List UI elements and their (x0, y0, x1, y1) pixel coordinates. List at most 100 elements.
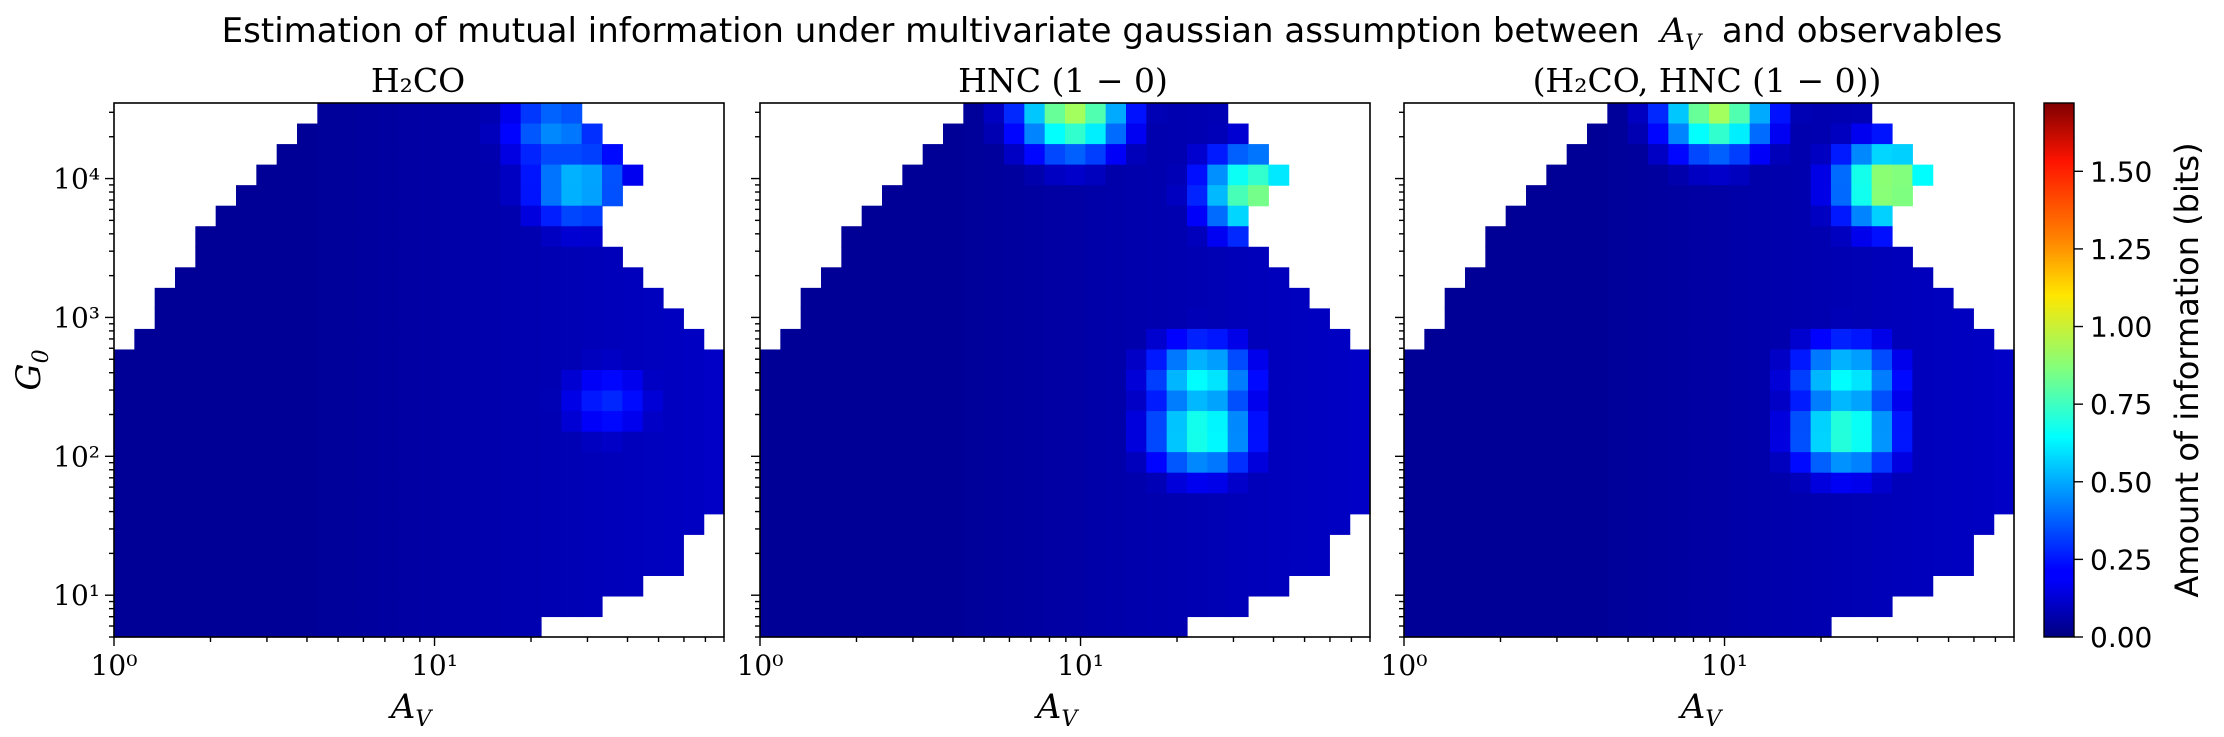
heatmap-cell (195, 267, 217, 289)
heatmap-cell (1004, 328, 1025, 351)
heatmap-cell (500, 144, 522, 166)
heatmap-cell (1146, 390, 1168, 412)
heatmap-cell (480, 370, 501, 392)
heatmap-cell (1485, 328, 1507, 351)
heatmap-cell (1566, 411, 1588, 433)
heatmap-cell (337, 554, 359, 576)
heatmap-cell (297, 328, 318, 351)
heatmap-cell (175, 616, 196, 638)
heatmap-cell (215, 287, 237, 309)
heatmap-cell (1587, 287, 1608, 309)
heatmap-cell (1790, 123, 1812, 145)
heatmap-cell (1004, 205, 1025, 227)
heatmap-cell (1004, 103, 1025, 125)
heatmap-cell (1566, 554, 1588, 576)
heatmap-cell (1749, 144, 1771, 166)
heatmap-cell (1688, 452, 1710, 474)
heatmap-cell (1085, 226, 1107, 248)
heatmap-cell (1268, 328, 1290, 351)
heatmap-cell (821, 267, 842, 289)
heatmap-cell (1166, 390, 1188, 412)
heatmap-cell (1126, 267, 1147, 289)
heatmap-cell (622, 534, 644, 556)
heatmap-cell (1288, 452, 1310, 474)
heatmap-cell (780, 370, 802, 392)
heatmap-cell (663, 493, 684, 515)
heatmap-cell (541, 205, 562, 227)
heatmap-cell (1566, 472, 1588, 494)
heatmap-cell (1126, 431, 1147, 453)
heatmap-cell (780, 472, 802, 494)
heatmap-cell (983, 349, 1005, 371)
heatmap-cell (861, 595, 883, 618)
heatmap-cell (175, 370, 196, 392)
heatmap-cell (520, 575, 542, 597)
heatmap-cell (1566, 452, 1588, 474)
heatmap-cell (1953, 370, 1974, 392)
heatmap-cell (602, 390, 623, 412)
heatmap-cell (1227, 534, 1249, 556)
heatmap-cell (215, 226, 237, 248)
heatmap-cell (480, 164, 501, 186)
heatmap-cell (500, 390, 522, 412)
heatmap-cell (1932, 370, 1954, 392)
heatmap-cell (1790, 554, 1812, 576)
heatmap-cell (1648, 616, 1669, 638)
heatmap-cell (215, 308, 237, 330)
heatmap-cell (1309, 493, 1330, 515)
heatmap-cell (1404, 616, 1425, 638)
heatmap-cell (1871, 185, 1893, 207)
heatmap-cell (561, 226, 583, 248)
heatmap-cell (1485, 349, 1507, 371)
heatmap-cell (902, 308, 924, 330)
heatmap-cell (1505, 554, 1527, 576)
heatmap-cell (500, 472, 522, 494)
heatmap-cell (1668, 513, 1690, 535)
heatmap-cell (1105, 554, 1127, 576)
heatmap-cell (1526, 411, 1547, 433)
heatmap-cell (500, 513, 522, 535)
heatmap-cell (1004, 287, 1025, 309)
heatmap-cell (1146, 164, 1168, 186)
heatmap-cell (1166, 144, 1188, 166)
heatmap-cell (1187, 349, 1208, 371)
heatmap-cell (541, 123, 562, 145)
heatmap-cell (236, 472, 257, 494)
heatmap-cell (1424, 616, 1446, 638)
heatmap-cell (1227, 370, 1249, 392)
heatmap-cell (439, 246, 461, 268)
heatmap-cell (861, 513, 883, 535)
heatmap-cell (1810, 554, 1832, 576)
heatmap-cell (256, 595, 278, 618)
heatmap-cell (1810, 431, 1832, 453)
heatmap-cell (236, 328, 257, 351)
heatmap-cell (1709, 349, 1730, 371)
heatmap-cell (1729, 493, 1751, 515)
heatmap-cell (500, 370, 522, 392)
heatmap-cell (1105, 493, 1127, 515)
heatmap-cell (1404, 513, 1425, 535)
heatmap-cell (236, 287, 257, 309)
heatmap-cell (276, 164, 298, 186)
heatmap-cell (1546, 370, 1568, 392)
heatmap-cell (1424, 554, 1446, 576)
heatmap-cell (1024, 493, 1046, 515)
heatmap-cell (541, 328, 562, 351)
heatmap-cell (800, 411, 822, 433)
heatmap-cell (1851, 472, 1873, 494)
heatmap-cell (480, 595, 501, 618)
heatmap-cell (1166, 123, 1188, 145)
heatmap-cell (1688, 575, 1710, 597)
heatmap-cell (1248, 185, 1269, 207)
heatmap-cell (1227, 349, 1249, 371)
heatmap-cell (943, 246, 964, 268)
heatmap-cell (337, 370, 359, 392)
heatmap-cell (1004, 185, 1025, 207)
heatmap-cell (1105, 411, 1127, 433)
heatmap-cell (317, 534, 339, 556)
heatmap-cell (297, 370, 318, 392)
heatmap-cell (1831, 513, 1852, 535)
heatmap-cell (561, 287, 583, 309)
heatmap-cell (602, 370, 623, 392)
